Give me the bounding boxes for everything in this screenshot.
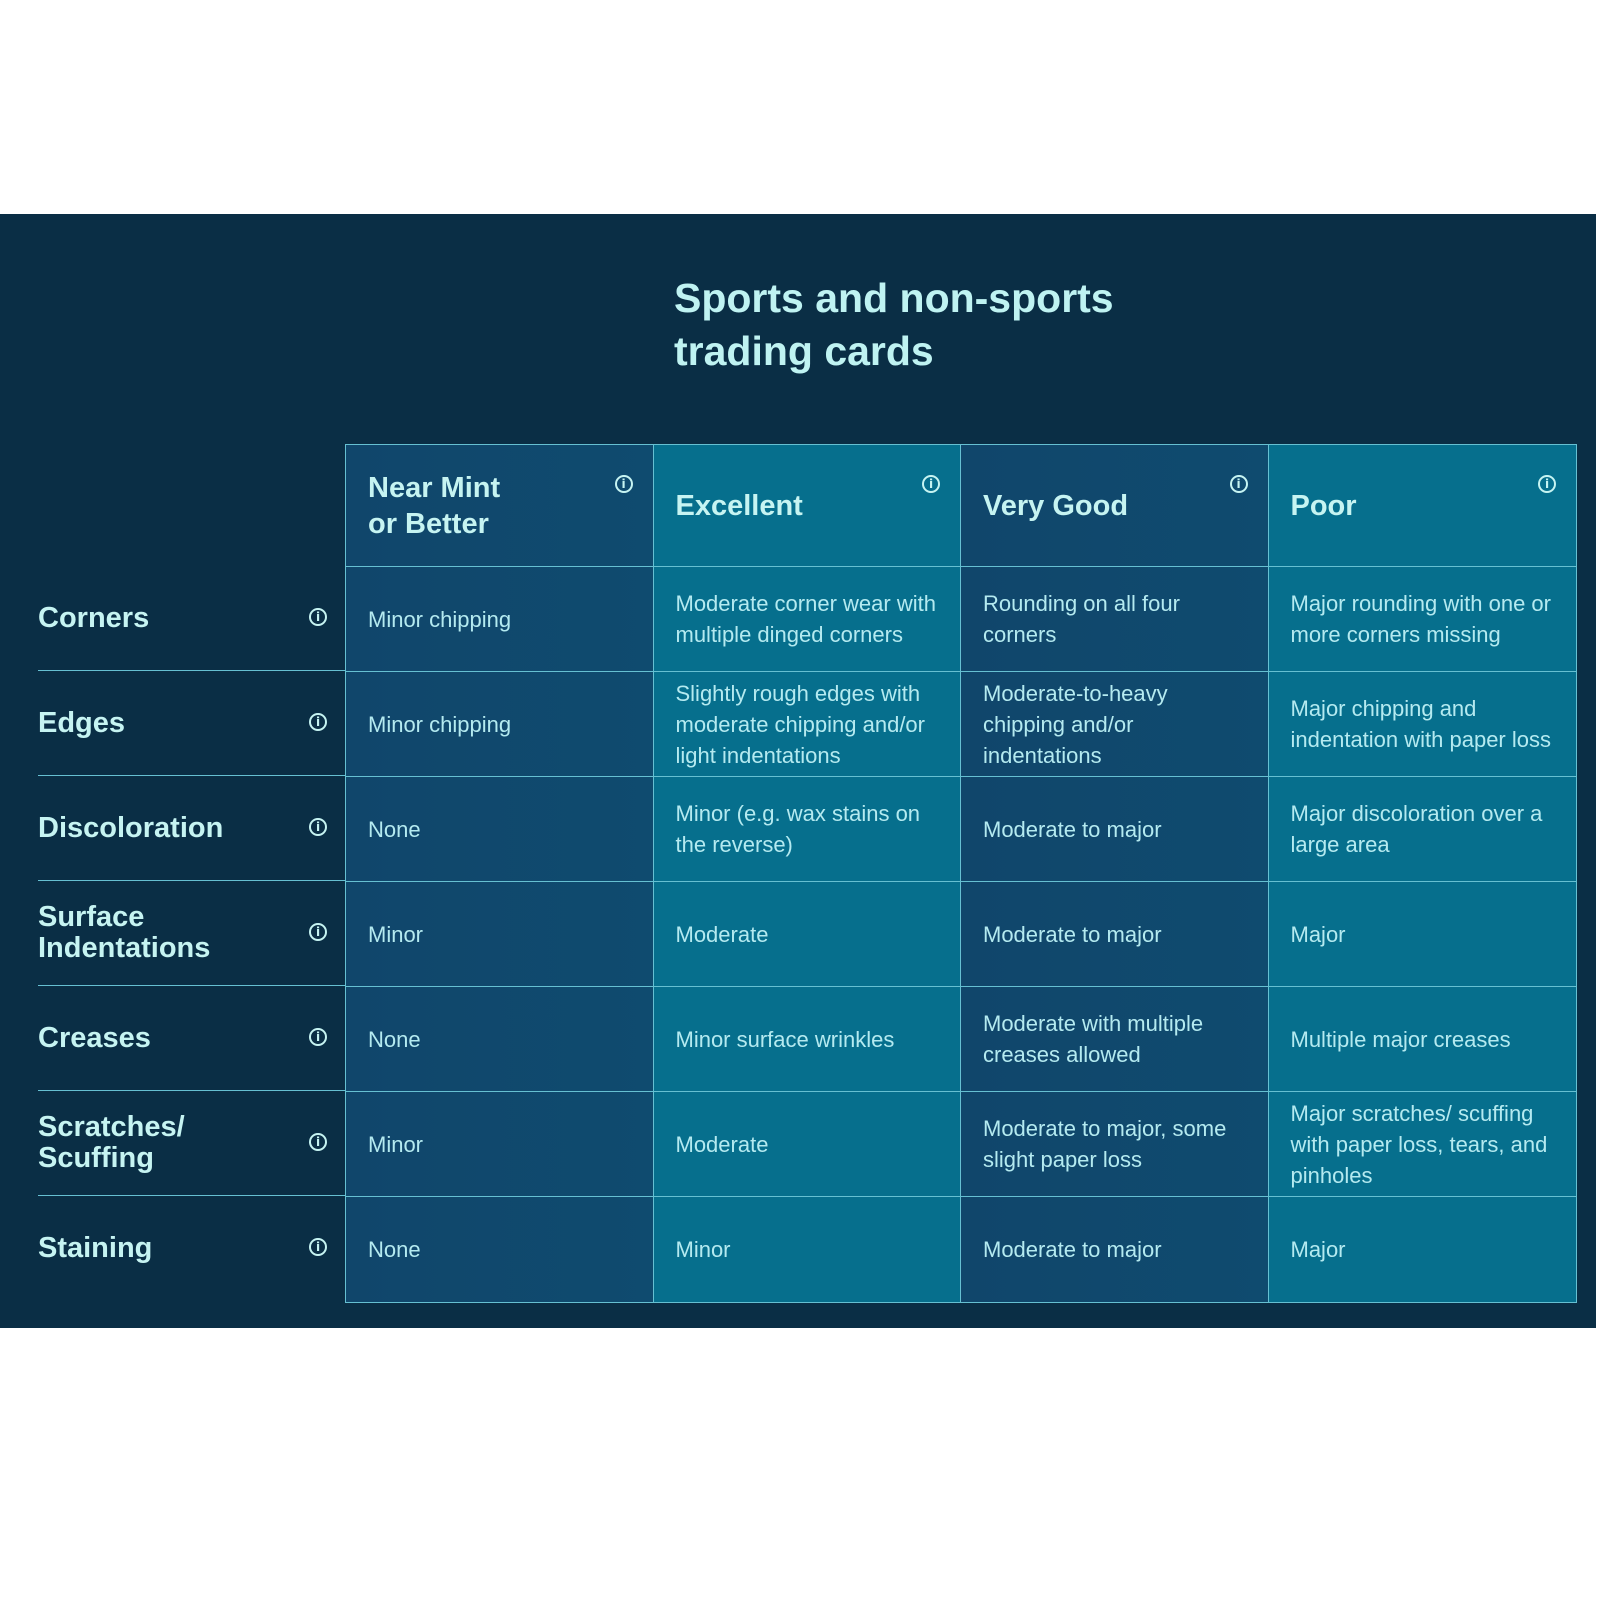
table-cell: Moderate corner wear with multiple dinge…	[653, 567, 961, 672]
cell-text: Minor	[368, 921, 424, 947]
cell-text: Slightly rough edges with moderate chipp…	[675, 680, 926, 768]
info-icon[interactable]: i	[309, 1238, 327, 1256]
info-icon[interactable]: i	[309, 608, 327, 626]
table-cell: Moderate with multiple creases allowed	[961, 987, 1269, 1092]
cell-text: None	[368, 1237, 421, 1262]
table-cell: Major discoloration over a large area	[1268, 777, 1576, 882]
cell-text: Minor surface wrinkles	[675, 1026, 895, 1052]
table-cell: None	[346, 987, 654, 1092]
cell-text: Rounding on all four corners	[983, 591, 1180, 647]
title-line-2: trading cards	[674, 328, 934, 374]
cell-text: None	[368, 1026, 421, 1052]
table-cell: Moderate to major	[961, 1197, 1269, 1302]
cell-text: Minor chipping	[368, 606, 512, 632]
column-header-label: Poor	[1290, 489, 1357, 522]
table-cell: Minor chipping	[346, 567, 654, 672]
table-cell: Moderate to major	[961, 882, 1269, 987]
title-line-1: Sports and non-sports	[674, 275, 1114, 321]
row-labels: Corners i Edges i Discoloration i Surface Inde…	[38, 566, 345, 1301]
table-cell: None	[346, 777, 654, 882]
row-label-text: Edges	[38, 706, 126, 739]
row-label: Corners i	[38, 566, 345, 671]
cell-text: Moderate to major	[983, 1237, 1162, 1262]
table-cell: Moderate	[653, 882, 961, 987]
cell-text: Moderate with multiple creases allowed	[983, 1011, 1204, 1067]
table-cell: Moderate	[653, 1092, 961, 1197]
cell-text: Major chipping and indentation with pape…	[1290, 696, 1552, 752]
condition-table: Near Mint or Better i Excellent i Very Good i…	[345, 444, 1577, 1303]
row-label: Scratches/ Scuffing i	[38, 1091, 345, 1196]
cell-text: Minor	[675, 1237, 731, 1262]
table-cell: Moderate to major	[961, 777, 1269, 882]
table-cell: Major	[1268, 882, 1576, 987]
column-header-label: Near Mint or Better	[368, 471, 501, 540]
info-icon[interactable]: i	[309, 713, 327, 731]
table-cell: Major scratches/ scuffing with paper los…	[1268, 1092, 1576, 1197]
row-label: Edges i	[38, 671, 345, 776]
cell-text: Minor chipping	[368, 711, 512, 737]
row-label: Staining i	[38, 1196, 345, 1301]
table-cell: Moderate-to-heavy chipping and/or indent…	[961, 672, 1269, 777]
row-label: Surface Indentations i	[38, 881, 345, 986]
table-cell: Multiple major creases	[1268, 987, 1576, 1092]
row-label: Creases i	[38, 986, 345, 1091]
cell-text: Moderate-to-heavy chipping and/or indent…	[983, 680, 1168, 768]
table-cell: Minor	[346, 1092, 654, 1197]
cell-text: Major rounding with one or more corners …	[1290, 591, 1551, 647]
cell-text: Major	[1290, 921, 1346, 947]
cell-text: Major	[1290, 1237, 1346, 1262]
table-cell: Slightly rough edges with moderate chipp…	[653, 672, 961, 777]
column-header: Very Good i	[961, 445, 1269, 567]
table-cell: None	[346, 1197, 654, 1302]
info-icon[interactable]: i	[1229, 475, 1248, 493]
row-label-text: Staining	[38, 1232, 153, 1264]
row-label-text: Scratches/ Scuffing	[38, 1111, 185, 1174]
cell-text: Moderate to major	[983, 921, 1162, 947]
info-icon[interactable]: i	[309, 923, 327, 941]
table-cell: Rounding on all four corners	[961, 567, 1269, 672]
info-icon[interactable]: i	[614, 475, 633, 493]
table-cell: Major chipping and indentation with pape…	[1268, 672, 1576, 777]
cell-text: None	[368, 816, 421, 842]
cell-text: Moderate	[675, 921, 769, 947]
info-icon[interactable]: i	[309, 1133, 327, 1151]
cell-text: Minor	[368, 1131, 424, 1157]
column-header-label: Excellent	[675, 489, 803, 522]
row-label-text: Creases	[38, 1021, 151, 1054]
row-label-text: Corners	[38, 601, 150, 634]
cell-text: Major discoloration over a large area	[1290, 801, 1543, 857]
table-cell: Minor	[653, 1197, 961, 1302]
table-cell: Minor surface wrinkles	[653, 987, 961, 1092]
cell-text: Moderate to major	[983, 816, 1162, 842]
column-header: Near Mint or Better i	[346, 445, 654, 567]
row-label: Discoloration i	[38, 776, 345, 881]
page-title: Sports and non-sports trading cards	[674, 272, 1114, 378]
column-header: Excellent i	[653, 445, 961, 567]
cell-text: Multiple major creases	[1290, 1026, 1511, 1052]
table-cell: Minor chipping	[346, 672, 654, 777]
info-icon[interactable]: i	[1538, 475, 1556, 493]
table-cell: Minor (e.g. wax stains on the reverse)	[653, 777, 961, 882]
row-label-text: Surface Indentations	[38, 901, 211, 964]
cell-text: Moderate	[675, 1131, 769, 1157]
row-label-text: Discoloration	[38, 811, 224, 844]
table-cell: Major	[1268, 1197, 1576, 1302]
table-cell: Moderate to major, some slight paper los…	[961, 1092, 1269, 1197]
column-header-label: Very Good	[983, 489, 1129, 522]
cell-text: Moderate corner wear with multiple dinge…	[675, 591, 936, 647]
column-header: Poor i	[1268, 445, 1576, 567]
info-icon[interactable]: i	[922, 475, 940, 493]
cell-text: Minor (e.g. wax stains on the reverse)	[675, 801, 921, 857]
table-cell: Major rounding with one or more corners …	[1268, 567, 1576, 672]
table-cell: Minor	[346, 882, 654, 987]
cell-text: Major scratches/ scuffing with paper los…	[1290, 1100, 1548, 1188]
info-icon[interactable]: i	[309, 1028, 327, 1046]
info-icon[interactable]: i	[309, 818, 327, 836]
cell-text: Moderate to major, some slight paper los…	[983, 1116, 1227, 1172]
grading-panel: Sports and non-sports trading cards Corne…	[0, 214, 1596, 1328]
